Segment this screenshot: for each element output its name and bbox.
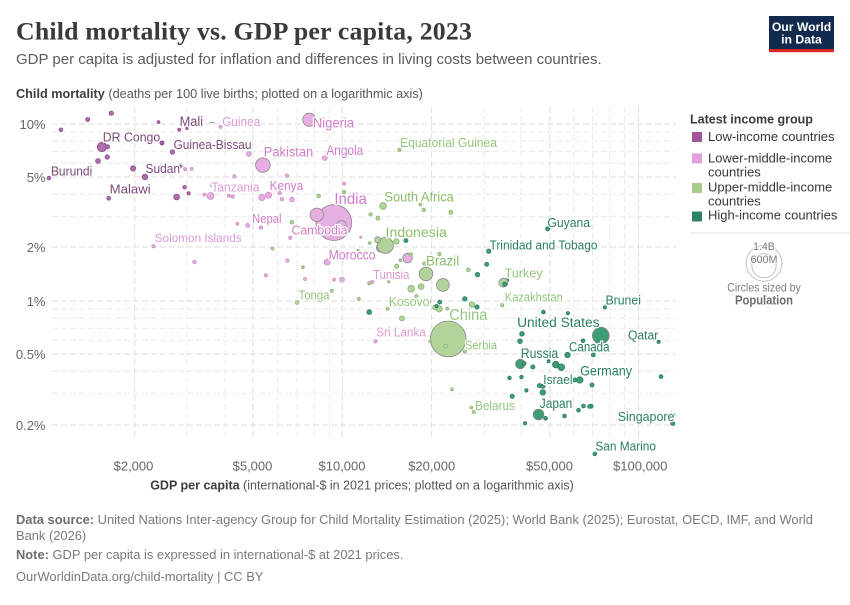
svg-text:Guinea-Bissau: Guinea-Bissau: [174, 137, 252, 152]
svg-text:Brazil: Brazil: [426, 254, 459, 269]
svg-text:600M: 600M: [751, 254, 778, 266]
svg-text:Solomon Islands: Solomon Islands: [155, 231, 242, 245]
svg-text:GDP per capita (international-: GDP per capita (international-$ in 2021 …: [150, 479, 574, 493]
svg-text:GDP per capita is adjusted for: GDP per capita is adjusted for inflation…: [16, 51, 602, 68]
svg-text:$20,000: $20,000: [408, 459, 455, 474]
svg-text:Cambodia: Cambodia: [292, 224, 348, 238]
svg-text:Population: Population: [735, 294, 793, 308]
svg-text:Bank (2026): Bank (2026): [16, 528, 86, 543]
svg-text:in Data: in Data: [781, 33, 822, 47]
svg-text:Guinea: Guinea: [222, 115, 260, 129]
svg-text:Israel: Israel: [543, 373, 572, 387]
svg-text:Canada: Canada: [569, 340, 610, 355]
svg-text:2%: 2%: [27, 240, 46, 255]
svg-text:$5,000: $5,000: [233, 459, 273, 474]
svg-text:India: India: [334, 191, 366, 208]
svg-text:Angola: Angola: [326, 143, 363, 158]
svg-text:Low-income countries: Low-income countries: [708, 129, 835, 144]
svg-text:Note: GDP per capita is expres: Note: GDP per capita is expressed in int…: [16, 547, 403, 562]
svg-text:Malawi: Malawi: [110, 181, 151, 196]
svg-text:Morocco: Morocco: [329, 247, 376, 262]
svg-text:$50,000: $50,000: [526, 459, 573, 474]
svg-text:San Marino: San Marino: [595, 440, 656, 454]
svg-text:Germany: Germany: [580, 362, 632, 378]
svg-text:Japan: Japan: [540, 396, 573, 411]
svg-text:0.2%: 0.2%: [16, 418, 46, 433]
svg-text:Guyana: Guyana: [547, 215, 590, 230]
svg-text:Russia: Russia: [521, 346, 559, 361]
svg-text:Equatorial Guinea: Equatorial Guinea: [400, 136, 497, 150]
svg-text:High-income countries: High-income countries: [708, 207, 838, 222]
svg-text:1.4B: 1.4B: [753, 241, 775, 253]
svg-text:Kenya: Kenya: [270, 178, 304, 193]
svg-text:0.5%: 0.5%: [16, 347, 46, 362]
svg-text:Sri Lanka: Sri Lanka: [376, 325, 425, 339]
svg-text:1%: 1%: [27, 294, 46, 309]
svg-text:Nepal: Nepal: [252, 212, 282, 226]
svg-text:Qatar: Qatar: [628, 328, 659, 343]
svg-text:Kosovo: Kosovo: [389, 295, 430, 309]
svg-text:10%: 10%: [19, 117, 45, 132]
svg-text:Data source: United Nations In: Data source: United Nations Inter-agency…: [16, 512, 813, 527]
svg-text:Child mortality (deaths per 10: Child mortality (deaths per 100 live bir…: [16, 87, 423, 101]
svg-text:Tanzania: Tanzania: [211, 181, 259, 195]
svg-text:$100,000: $100,000: [613, 459, 667, 474]
svg-text:Pakistan: Pakistan: [264, 143, 313, 159]
svg-text:Upper-middle-income: Upper-middle-income: [708, 180, 832, 195]
svg-text:Our World: Our World: [772, 20, 831, 34]
svg-text:Singapore: Singapore: [618, 409, 675, 424]
svg-text:Burundi: Burundi: [51, 164, 92, 178]
svg-text:Belarus: Belarus: [475, 399, 515, 413]
svg-text:Sudan: Sudan: [146, 161, 181, 176]
svg-text:countries: countries: [708, 164, 761, 179]
svg-text:Circles sized by: Circles sized by: [727, 281, 801, 295]
svg-text:Indonesia: Indonesia: [386, 224, 448, 240]
svg-text:countries: countries: [708, 193, 761, 208]
svg-text:Turkey: Turkey: [505, 265, 543, 280]
svg-text:Tonga: Tonga: [299, 289, 330, 303]
svg-text:Tunisia: Tunisia: [373, 268, 410, 282]
svg-text:DR Congo: DR Congo: [103, 129, 161, 144]
svg-text:Lower-middle-income: Lower-middle-income: [708, 150, 832, 165]
svg-text:Brunei: Brunei: [605, 293, 641, 308]
svg-text:Serbia: Serbia: [465, 339, 497, 353]
svg-text:South Africa: South Africa: [384, 189, 454, 204]
svg-text:Kazakhstan: Kazakhstan: [505, 291, 563, 305]
svg-text:Latest income group: Latest income group: [690, 113, 813, 127]
svg-text:Child mortality vs. GDP per ca: Child mortality vs. GDP per capita, 2023: [16, 17, 472, 46]
svg-text:$2,000: $2,000: [114, 459, 154, 474]
svg-text:5%: 5%: [27, 170, 46, 185]
svg-text:Nigeria: Nigeria: [313, 114, 354, 130]
svg-text:United States: United States: [517, 315, 599, 331]
svg-text:Mali: Mali: [180, 114, 204, 129]
svg-text:Trinidad and Tobago: Trinidad and Tobago: [490, 238, 598, 252]
svg-text:OurWorldinData.org/child-morta: OurWorldinData.org/child-mortality | CC …: [16, 569, 264, 584]
svg-text:$10,000: $10,000: [319, 459, 366, 474]
svg-text:China: China: [449, 307, 487, 324]
